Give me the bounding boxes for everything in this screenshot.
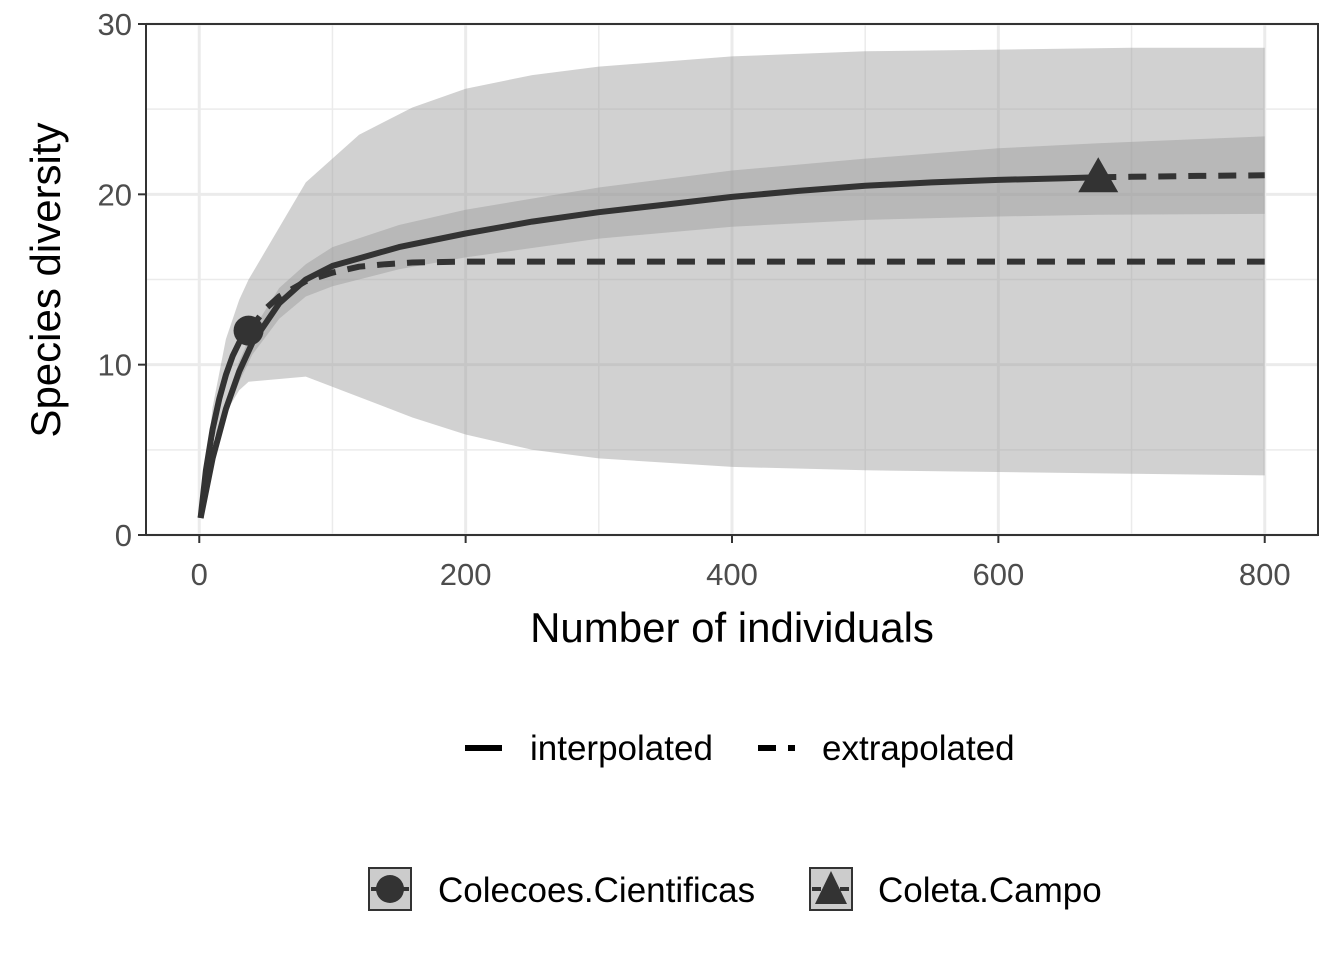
legend-site1-label: Colecoes.Cientificas	[438, 871, 755, 910]
legend-interpolated-label: interpolated	[530, 729, 713, 768]
y-tick-label: 10	[98, 348, 132, 383]
site-legend: Colecoes.Cientificas Coleta.Campo	[368, 867, 1102, 911]
extrapolated-line-series-2	[1098, 172, 1265, 181]
legend-extrapolated-label: extrapolated	[822, 729, 1015, 768]
observed-markers	[233, 157, 1119, 346]
legend-site1-circle-icon	[376, 875, 404, 903]
x-tick-label: 400	[706, 557, 758, 592]
x-tick-label: 800	[1239, 557, 1291, 592]
x-tick-label: 0	[191, 557, 208, 592]
interpolated-line-series-2	[197, 174, 1099, 519]
legend-site2-triangle-icon	[815, 871, 847, 904]
y-tick-label: 30	[98, 7, 132, 42]
y-axis-ticks: 0 10 20 30	[98, 7, 146, 553]
legend-site2-label: Coleta.Campo	[878, 871, 1102, 910]
extrapolated-line-series-1	[246, 258, 1265, 333]
x-tick-label: 200	[440, 557, 492, 592]
observed-point-series-2	[1078, 157, 1119, 193]
x-axis-ticks: 0 200 400 600 800	[191, 535, 1291, 592]
y-tick-label: 0	[115, 518, 132, 553]
interpolated-line-series-1	[197, 328, 251, 519]
y-tick-label: 20	[98, 177, 132, 212]
x-axis-title: Number of individuals	[530, 604, 934, 651]
y-axis-title: Species diversity	[22, 122, 69, 437]
ribbon-series-1	[200, 47, 1265, 519]
method-legend: interpolated extrapolated	[465, 729, 1015, 768]
x-tick-label: 600	[972, 557, 1024, 592]
observed-point-series-1	[233, 315, 264, 346]
rarefaction-curves	[197, 172, 1265, 519]
